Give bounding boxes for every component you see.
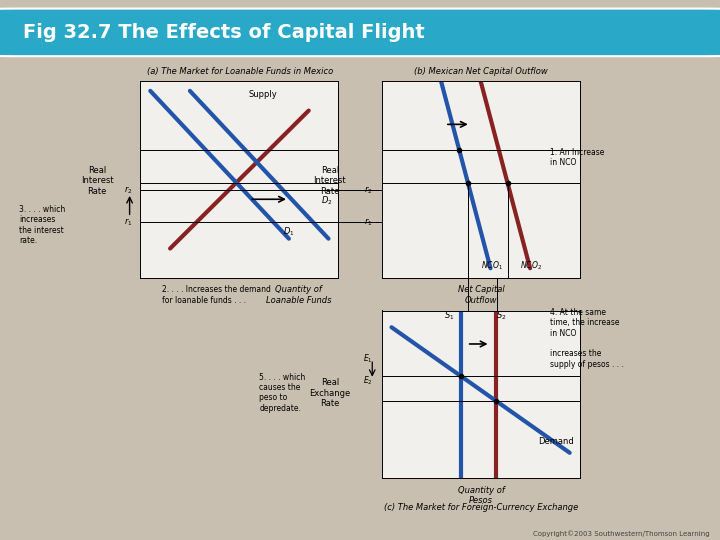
Text: $E_2$: $E_2$ — [364, 374, 373, 387]
Text: Demand: Demand — [538, 437, 574, 447]
FancyBboxPatch shape — [0, 9, 720, 56]
Text: 1. An Increase
in NCO: 1. An Increase in NCO — [550, 148, 605, 167]
Text: Copyright©2003 Southwestern/Thomson Learning: Copyright©2003 Southwestern/Thomson Lear… — [533, 531, 709, 537]
Text: 2. . . . Increases the demand
for loanable funds . . .: 2. . . . Increases the demand for loanab… — [162, 285, 271, 305]
Text: $r_2$: $r_2$ — [364, 184, 373, 196]
Text: Supply: Supply — [249, 90, 277, 99]
Text: $D_1$: $D_1$ — [283, 226, 294, 238]
Text: Real
Exchange
Rate: Real Exchange Rate — [309, 378, 351, 408]
Text: (b) Mexican Net Capital Outflow: (b) Mexican Net Capital Outflow — [414, 67, 548, 76]
Text: Quantity of
Pesos: Quantity of Pesos — [457, 486, 505, 505]
Text: Quantity of
Loanable Funds: Quantity of Loanable Funds — [266, 285, 331, 305]
Text: Fig 32.7 The Effects of Capital Flight: Fig 32.7 The Effects of Capital Flight — [23, 23, 425, 42]
Text: (c) The Market for Foreign-Currency Exchange: (c) The Market for Foreign-Currency Exch… — [384, 503, 578, 512]
Text: $S_2$: $S_2$ — [497, 310, 507, 322]
Text: Net Capital
Outflow: Net Capital Outflow — [458, 285, 504, 305]
Text: $r_1$: $r_1$ — [124, 217, 132, 228]
Text: $D_2$: $D_2$ — [320, 194, 332, 207]
Text: Real
Interest
Rate: Real Interest Rate — [81, 166, 114, 196]
Text: 5. . . . which
causes the
peso to
depredate.: 5. . . . which causes the peso to depred… — [259, 373, 305, 413]
Text: Real
Interest
Rate: Real Interest Rate — [313, 166, 346, 196]
Text: 3. . . . which
increases
the interest
rate.: 3. . . . which increases the interest ra… — [19, 205, 66, 245]
Text: $r_1$: $r_1$ — [364, 217, 373, 228]
Text: $S_1$: $S_1$ — [444, 310, 454, 322]
Text: $r_2$: $r_2$ — [124, 184, 132, 196]
Text: (a) The Market for Loanable Funds in Mexico: (a) The Market for Loanable Funds in Mex… — [147, 67, 333, 76]
Text: $NCO_2$: $NCO_2$ — [521, 259, 542, 272]
Text: $E_1$: $E_1$ — [364, 353, 373, 366]
Text: $NCO_1$: $NCO_1$ — [481, 259, 503, 272]
Text: 4. At the same
time, the increase
in NCO

increases the
supply of pesos . . .: 4. At the same time, the increase in NCO… — [550, 308, 624, 369]
